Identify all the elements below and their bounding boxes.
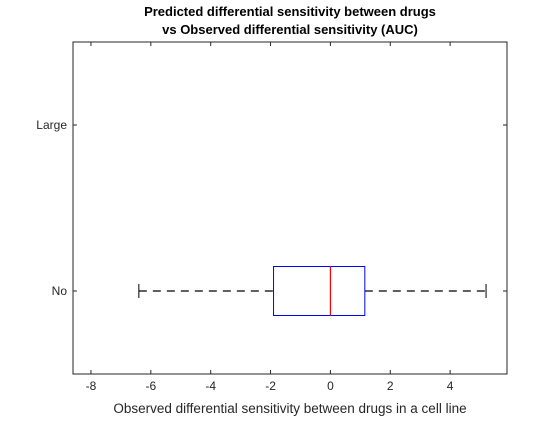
x-tick-label: 0 xyxy=(327,379,334,393)
x-tick-label: -8 xyxy=(86,379,97,393)
y-tick-label: No xyxy=(52,284,68,298)
x-tick-label: 2 xyxy=(387,379,394,393)
axis-ticks: -8 -6 -4 -2 0 2 4 Large No xyxy=(36,42,507,393)
box-iqr xyxy=(273,266,366,316)
x-tick-label: -4 xyxy=(205,379,216,393)
chart-title-line-2: vs Observed differential sensitivity (AU… xyxy=(162,22,418,37)
y-tick-label: Large xyxy=(36,118,67,132)
axes-frame xyxy=(72,41,508,375)
x-tick-label: 4 xyxy=(447,379,454,393)
plot-area xyxy=(73,42,507,374)
x-axis-label: Observed differential sensitivity betwee… xyxy=(113,401,466,416)
x-tick-label: -2 xyxy=(265,379,276,393)
x-tick-label: -6 xyxy=(145,379,156,393)
box-plot-elements xyxy=(138,266,487,316)
chart-title-line-1: Predicted differential sensitivity betwe… xyxy=(144,4,436,19)
